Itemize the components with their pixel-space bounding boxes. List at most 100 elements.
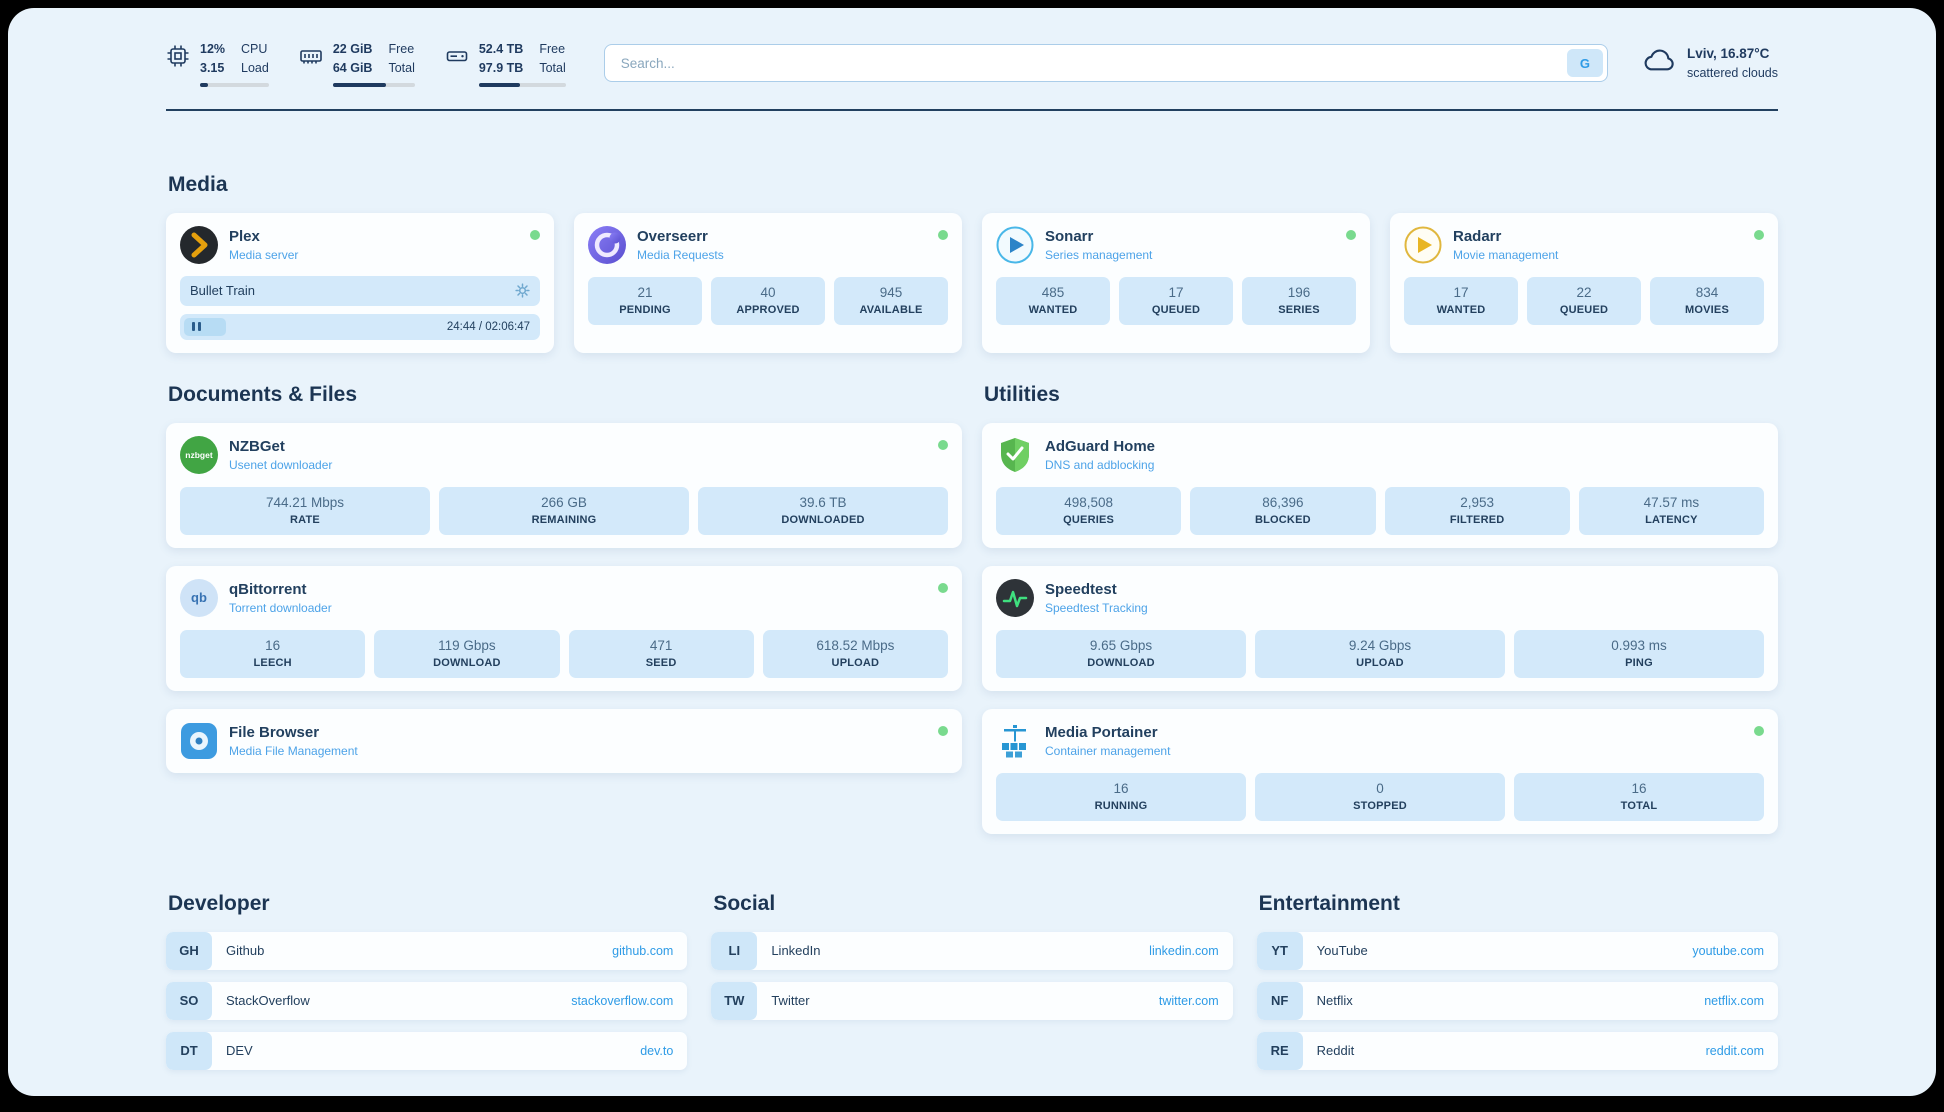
portainer-icon — [996, 722, 1034, 760]
section-title-entertainment: Entertainment — [1258, 891, 1400, 915]
link-dev[interactable]: DT DEV dev.to — [166, 1031, 688, 1070]
stat-filtered: 2,953 FILTERED — [1384, 486, 1570, 535]
link-netflix[interactable]: NF Netflix netflix.com — [1256, 981, 1778, 1020]
status-dot — [1346, 229, 1356, 240]
stat-downloaded: 39.6 TB DOWNLOADED — [698, 486, 948, 535]
youtube-badge: YT — [1256, 931, 1303, 970]
stat-ping: 0.993 ms PING — [1514, 629, 1764, 678]
link-youtube[interactable]: YT YouTube youtube.com — [1256, 931, 1778, 970]
stat-total: 16 TOTAL — [1514, 772, 1764, 821]
cpu-usage-bar — [200, 82, 269, 87]
weather-widget: Lviv, 16.87°C scattered clouds — [1642, 44, 1778, 82]
qbittorrent-card[interactable]: qb qBittorrent Torrent downloader 16 — [166, 565, 962, 691]
player-progress-bar[interactable]: 24:44 / 02:06:47 — [180, 313, 540, 340]
settings-icon[interactable] — [515, 283, 530, 298]
section-title-documents: Documents & Files — [168, 382, 358, 406]
cpu-load-avg: 3.15 — [200, 60, 225, 75]
service-name: Speedtest — [1045, 580, 1117, 598]
plex-icon — [180, 225, 218, 264]
search-input[interactable] — [603, 44, 1608, 83]
social-section: Social LI LinkedIn linkedin.com TW Twitt… — [711, 891, 1233, 1082]
disk-free-label: Free — [539, 42, 566, 56]
stat-upload: 9.24 Gbps UPLOAD — [1255, 629, 1505, 678]
qbittorrent-icon: qb — [180, 578, 218, 617]
ram-total-label: Total — [388, 60, 415, 75]
filebrowser-card[interactable]: File Browser Media File Management — [166, 708, 962, 773]
media-section: Media Plex Media server — [166, 173, 1778, 353]
link-linkedin[interactable]: LI LinkedIn linkedin.com — [711, 931, 1233, 970]
service-name: File Browser — [229, 723, 320, 741]
speedtest-card[interactable]: Speedtest Speedtest Tracking 9.65 Gbps D… — [982, 565, 1778, 691]
status-dot — [938, 725, 948, 736]
stat-queued: 17 QUEUED — [1119, 276, 1233, 325]
plex-card[interactable]: Plex Media server Bullet Train — [166, 212, 554, 353]
service-subtitle: Media server — [229, 247, 299, 262]
section-title-social: Social — [713, 891, 776, 915]
section-title-developer: Developer — [168, 891, 270, 915]
player-time: 24:44 / 02:06:47 — [446, 320, 530, 333]
service-name: qBittorrent — [229, 580, 307, 598]
stat-queries: 498,508 QUERIES — [996, 486, 1182, 535]
nzbget-card[interactable]: nzbget NZBGet Usenet downloader 744.21 M… — [166, 422, 962, 548]
status-dot — [1754, 229, 1764, 240]
weather-condition: scattered clouds — [1686, 65, 1778, 80]
ram-icon — [299, 40, 323, 68]
cpu-load-label: Load — [241, 60, 269, 75]
search-bar: G — [603, 44, 1608, 83]
pause-button[interactable] — [184, 317, 226, 336]
ram-free-label: Free — [388, 42, 415, 56]
now-playing-title: Bullet Train — [190, 283, 256, 298]
service-subtitle: Container management — [1045, 743, 1171, 758]
status-dot — [938, 582, 948, 593]
disk-total: 97.9 TB — [478, 60, 524, 75]
status-dot — [938, 229, 948, 240]
adguard-card[interactable]: AdGuard Home DNS and adblocking 498,508 … — [982, 422, 1778, 548]
service-subtitle: Torrent downloader — [229, 600, 332, 615]
stat-stopped: 0 STOPPED — [1255, 772, 1505, 821]
nzbget-icon: nzbget — [180, 435, 218, 474]
twitter-badge: TW — [711, 981, 758, 1020]
radarr-icon — [1404, 226, 1442, 264]
ram-metric: 22 GiB 64 GiB Free Total — [299, 40, 415, 87]
link-github[interactable]: GH Github github.com — [166, 931, 688, 970]
service-name: NZBGet — [229, 437, 285, 455]
service-subtitle: Usenet downloader — [229, 457, 333, 472]
topbar-divider — [166, 108, 1778, 111]
documents-section: Documents & Files nzbget NZBGet Usenet d… — [166, 383, 962, 834]
service-subtitle: Media Requests — [637, 247, 724, 262]
link-stackoverflow[interactable]: SO StackOverflow stackoverflow.com — [166, 981, 688, 1020]
stat-upload: 618.52 Mbps UPLOAD — [762, 629, 948, 678]
portainer-card[interactable]: Media Portainer Container management 16 … — [982, 708, 1778, 834]
sonarr-icon — [996, 226, 1034, 264]
dashboard-page: 12% 3.15 CPU Load — [8, 8, 1936, 1096]
overseerr-icon — [588, 225, 626, 264]
stackoverflow-badge: SO — [166, 981, 212, 1020]
ram-free: 22 GiB — [332, 42, 373, 56]
service-name: Plex — [229, 227, 260, 245]
search-provider-button[interactable]: G — [1566, 49, 1603, 78]
plex-now-playing: Bullet Train — [180, 275, 540, 340]
stat-wanted: 17 WANTED — [1404, 276, 1518, 325]
service-subtitle: Movie management — [1453, 247, 1559, 262]
cpu-metric: 12% 3.15 CPU Load — [166, 40, 269, 87]
sonarr-card[interactable]: Sonarr Series management 485 WANTED 17 Q… — [982, 212, 1370, 353]
ram-usage-bar — [332, 82, 415, 87]
overseerr-card[interactable]: Overseerr Media Requests 21 PENDING 40 A… — [574, 212, 962, 353]
netflix-badge: NF — [1256, 981, 1303, 1020]
linkedin-badge: LI — [711, 931, 758, 970]
radarr-card[interactable]: Radarr Movie management 17 WANTED 22 QUE… — [1390, 212, 1778, 353]
stat-seed: 471 SEED — [568, 629, 754, 678]
cpu-icon — [166, 40, 190, 68]
status-dot — [938, 439, 948, 450]
service-name: Overseerr — [637, 227, 708, 245]
stat-series: 196 SERIES — [1242, 276, 1356, 325]
service-subtitle: Series management — [1045, 247, 1153, 262]
reddit-badge: RE — [1256, 1031, 1303, 1070]
link-reddit[interactable]: RE Reddit reddit.com — [1256, 1031, 1778, 1070]
link-twitter[interactable]: TW Twitter twitter.com — [711, 981, 1233, 1020]
service-name: Radarr — [1453, 227, 1502, 245]
service-name: Sonarr — [1045, 227, 1094, 245]
disk-metric: 52.4 TB 97.9 TB Free Total — [445, 40, 566, 87]
cpu-label: CPU — [241, 42, 268, 56]
now-playing-row: Bullet Train — [180, 275, 540, 306]
